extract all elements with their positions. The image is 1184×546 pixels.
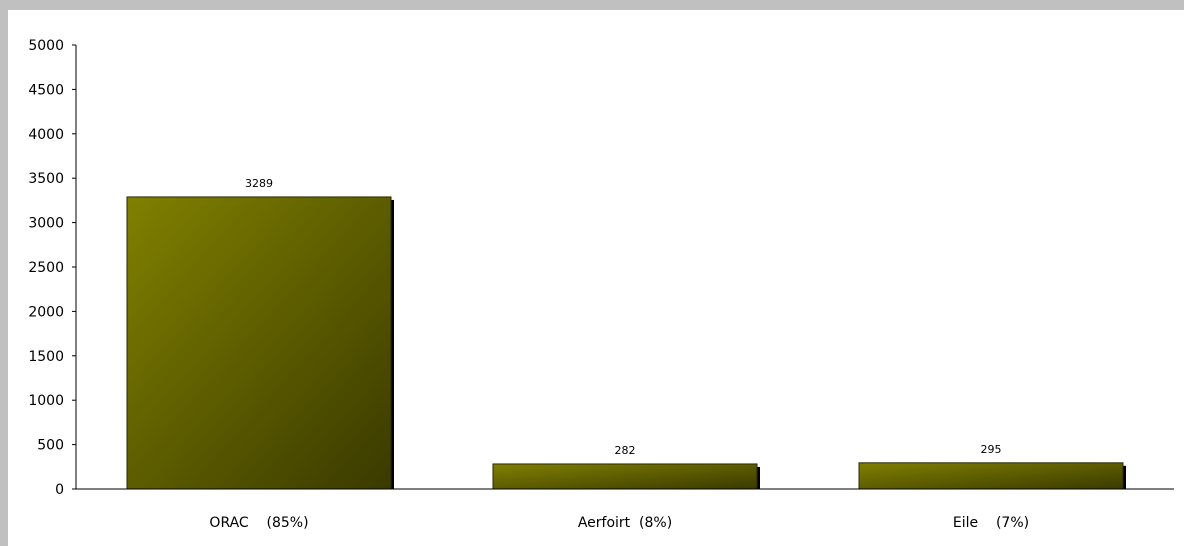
bar-value-label: 295 (981, 443, 1002, 456)
bar (492, 463, 758, 490)
bar (858, 462, 1124, 490)
bar (126, 196, 392, 490)
y-tick-label: 4500 (28, 82, 64, 98)
bars: 3289 282 295 (126, 177, 1126, 490)
y-tick-label: 2500 (28, 260, 64, 276)
bar-chart: 0 500 1000 1500 2000 2500 3000 3500 4000 4500 5000… (28, 38, 1174, 531)
chart-panel: 0 500 1000 1500 2000 2500 3000 3500 4000 4500 5000… (8, 10, 1184, 546)
bar-value-label: 282 (615, 444, 636, 457)
y-tick-label: 3500 (28, 171, 64, 187)
y-tick-label: 0 (55, 482, 64, 498)
y-tick-label: 500 (37, 438, 64, 454)
y-tick-label: 4000 (28, 127, 64, 143)
category-label: ORAC (85%) (209, 515, 308, 531)
y-tick-label: 1000 (28, 393, 64, 409)
y-tick-label: 5000 (28, 38, 64, 54)
y-axis: 0 500 1000 1500 2000 2500 3000 3500 4000 4500 5000 (28, 38, 77, 498)
y-tick-label: 1500 (28, 349, 64, 365)
y-tick-label: 3000 (28, 216, 64, 232)
y-tick-label: 2000 (28, 304, 64, 320)
category-label: Aerfoirt (8%) (578, 515, 672, 531)
category-label: Eile (7%) (953, 515, 1029, 531)
bar-value-label: 3289 (245, 177, 273, 190)
x-axis: ORAC (85%) Aerfoirt (8%) Eile (7%) (76, 488, 1174, 531)
